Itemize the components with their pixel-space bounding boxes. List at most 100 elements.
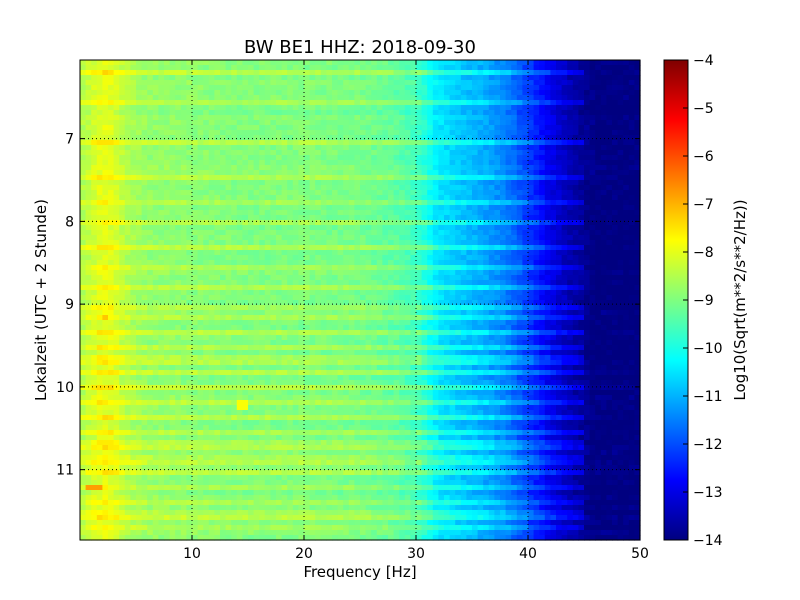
heatmap-cell	[595, 275, 602, 281]
heatmap-cell	[449, 285, 456, 291]
heatmap-cell	[494, 90, 501, 96]
heatmap-cell	[634, 205, 641, 211]
heatmap-cell	[287, 155, 294, 161]
heatmap-cell	[354, 90, 361, 96]
heatmap-cell	[343, 110, 350, 116]
heatmap-cell	[376, 225, 383, 231]
heatmap-cell	[136, 220, 143, 226]
heatmap-cell	[152, 235, 159, 241]
heatmap-cell	[192, 230, 199, 236]
heatmap-cell	[80, 80, 87, 86]
heatmap-cell	[214, 210, 221, 216]
heatmap-cell	[634, 110, 641, 116]
heatmap-cell	[220, 150, 227, 156]
heatmap-cell	[152, 75, 159, 81]
heatmap-cell	[404, 175, 411, 181]
heatmap-cell	[214, 125, 221, 131]
heatmap-cell	[595, 250, 602, 256]
heatmap-cell	[572, 230, 579, 236]
heatmap-cell	[444, 250, 451, 256]
heatmap-cell	[466, 90, 473, 96]
heatmap-cell	[427, 280, 434, 286]
heatmap-cell	[85, 275, 92, 281]
heatmap-cell	[208, 225, 215, 231]
heatmap-cell	[432, 100, 439, 106]
heatmap-cell	[197, 125, 204, 131]
heatmap-cell	[242, 225, 249, 231]
heatmap-cell	[410, 305, 417, 311]
heatmap-cell	[102, 290, 109, 296]
heatmap-cell	[113, 120, 120, 126]
heatmap-cell	[180, 135, 187, 141]
heatmap-cell	[276, 240, 283, 246]
heatmap-cell	[444, 200, 451, 206]
heatmap-cell	[444, 305, 451, 311]
heatmap-cell	[124, 80, 131, 86]
heatmap-cell	[365, 90, 372, 96]
heatmap-cell	[567, 240, 574, 246]
heatmap-cell	[561, 65, 568, 71]
heatmap-cell	[141, 160, 148, 166]
heatmap-cell	[304, 260, 311, 266]
heatmap-cell	[113, 70, 120, 76]
heatmap-cell	[236, 135, 243, 141]
heatmap-cell	[600, 180, 607, 186]
heatmap-cell	[455, 80, 462, 86]
heatmap-cell	[231, 210, 238, 216]
heatmap-cell	[158, 185, 165, 191]
heatmap-cell	[500, 205, 507, 211]
heatmap-cell	[281, 135, 288, 141]
heatmap-cell	[612, 260, 619, 266]
heatmap-cell	[186, 255, 193, 261]
heatmap-cell	[595, 225, 602, 231]
heatmap-cell	[488, 95, 495, 101]
heatmap-cell	[214, 190, 221, 196]
heatmap-cell	[253, 150, 260, 156]
heatmap-cell	[220, 135, 227, 141]
heatmap-cell	[343, 260, 350, 266]
heatmap-cell	[130, 70, 137, 76]
heatmap-cell	[158, 295, 165, 301]
heatmap-cell	[91, 110, 98, 116]
heatmap-cell	[304, 175, 311, 181]
heatmap-cell	[203, 260, 210, 266]
heatmap-cell	[113, 145, 120, 151]
heatmap-cell	[556, 120, 563, 126]
heatmap-cell	[500, 130, 507, 136]
heatmap-cell	[376, 300, 383, 306]
heatmap-cell	[332, 190, 339, 196]
heatmap-cell	[382, 165, 389, 171]
heatmap-cell	[141, 285, 148, 291]
heatmap-cell	[472, 230, 479, 236]
heatmap-cell	[298, 145, 305, 151]
heatmap-cell	[595, 205, 602, 211]
heatmap-cell	[371, 135, 378, 141]
heatmap-cell	[192, 125, 199, 131]
heatmap-cell	[460, 80, 467, 86]
heatmap-cell	[164, 105, 171, 111]
heatmap-cell	[550, 70, 557, 76]
heatmap-cell	[203, 290, 210, 296]
heatmap-cell	[477, 215, 484, 221]
heatmap-cell	[600, 170, 607, 176]
heatmap-cell	[108, 230, 115, 236]
heatmap-cell	[287, 110, 294, 116]
heatmap-cell	[561, 100, 568, 106]
heatmap-cell	[96, 300, 103, 306]
heatmap-cell	[253, 195, 260, 201]
heatmap-cell	[326, 180, 333, 186]
heatmap-cell	[539, 175, 546, 181]
heatmap-cell	[460, 135, 467, 141]
heatmap-cell	[572, 95, 579, 101]
heatmap-cell	[393, 275, 400, 281]
heatmap-cell	[320, 120, 327, 126]
heatmap-cell	[332, 140, 339, 146]
heatmap-cell	[186, 160, 193, 166]
heatmap-cell	[511, 185, 518, 191]
heatmap-cell	[505, 290, 512, 296]
heatmap-cell	[158, 195, 165, 201]
heatmap-cell	[130, 285, 137, 291]
heatmap-cell	[315, 305, 322, 311]
heatmap-cell	[550, 260, 557, 266]
heatmap-cell	[427, 60, 434, 66]
